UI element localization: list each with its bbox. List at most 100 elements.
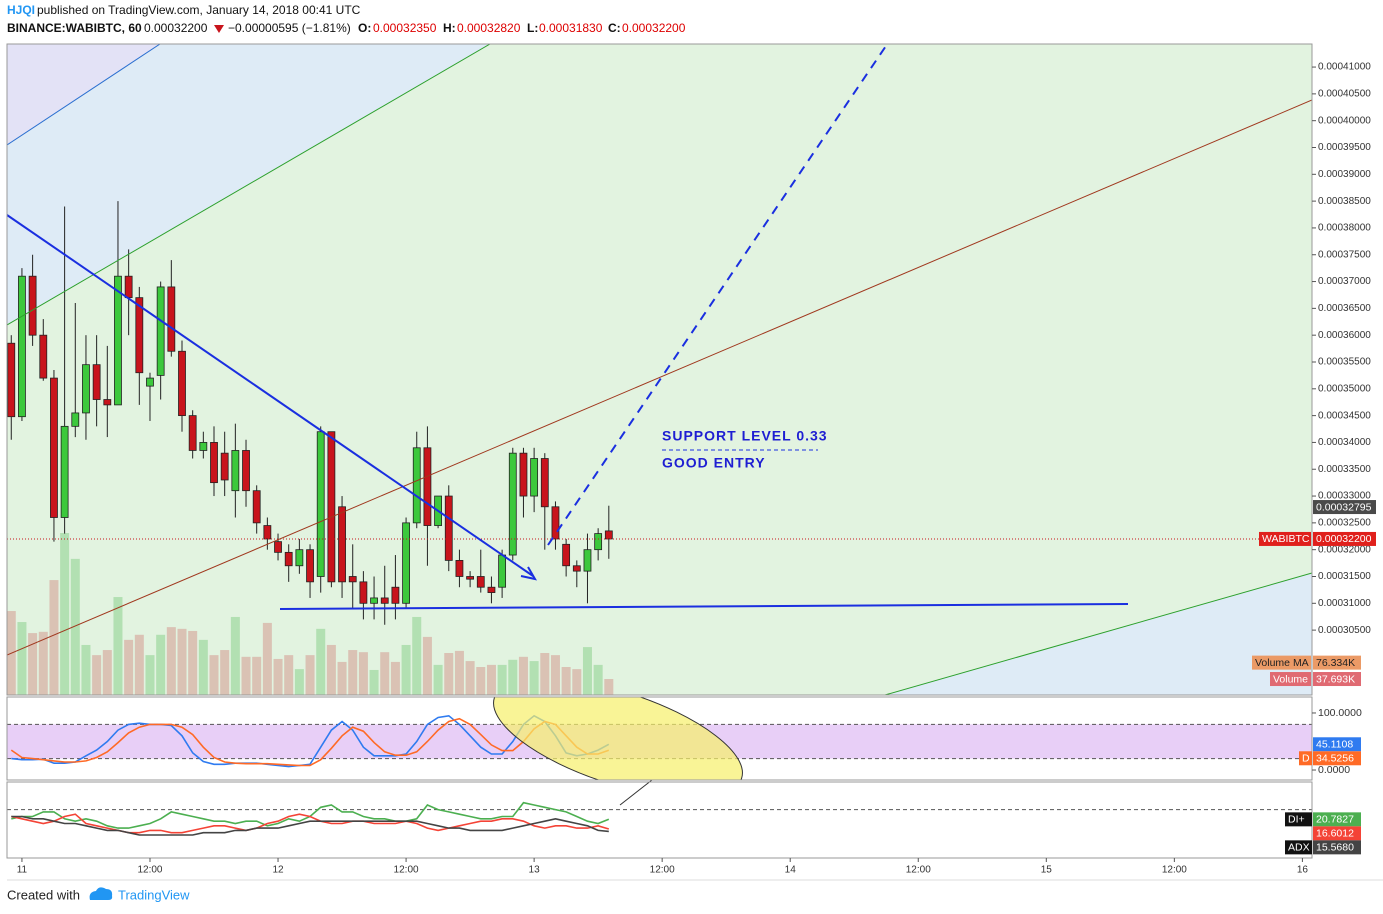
- pane-border: [6, 781, 1313, 859]
- x-tick-label: 14: [785, 865, 797, 876]
- arrow-head: [520, 566, 538, 581]
- candle-body: [327, 431, 336, 583]
- candle-body: [402, 522, 410, 604]
- candle-body: [178, 350, 186, 417]
- y-tick-label: 0.00037000: [1318, 276, 1371, 287]
- candle-body: [28, 275, 37, 336]
- candle-body: [252, 490, 261, 524]
- callout-line: [619, 779, 653, 806]
- candle-body: [551, 506, 560, 540]
- projection-line: [547, 44, 889, 546]
- volume-bar: [70, 558, 80, 695]
- volume-bar: [113, 597, 123, 695]
- volume-bar: [209, 655, 219, 695]
- stoch-highlight: [493, 697, 743, 780]
- volume-bar: [316, 628, 326, 695]
- value-tag: [1313, 737, 1361, 752]
- x-tick-label: 12:00: [394, 865, 419, 876]
- candle-body: [156, 286, 165, 376]
- candle-body: [444, 495, 453, 561]
- published: published on TradingView.com, January 14…: [37, 3, 361, 17]
- volume-bar: [305, 655, 315, 695]
- candle-body: [167, 286, 176, 352]
- candle-body: [466, 576, 474, 580]
- candle-body: [295, 549, 304, 567]
- candle-body: [114, 275, 122, 406]
- series-name-box: [1285, 812, 1312, 827]
- pitchfork-line: [7, 44, 491, 326]
- y-tick-label: 0.00031500: [1318, 571, 1371, 582]
- candle-body: [284, 551, 293, 567]
- volume-bar: [465, 661, 475, 695]
- candle-body: [391, 586, 400, 604]
- volume-bar: [17, 622, 27, 695]
- y-tick-label: 0.00030500: [1318, 625, 1371, 636]
- volume-bar: [262, 622, 272, 695]
- pitchfork-line: [7, 44, 161, 146]
- volume-bar: [412, 616, 422, 695]
- candle-body: [572, 565, 581, 572]
- y-tick-label: 0.00038000: [1318, 223, 1371, 234]
- pitchfork-line: [884, 572, 1312, 695]
- high-value: 0.00032820: [457, 21, 521, 35]
- x-tick-label: 12: [272, 865, 284, 876]
- value-tag: [1313, 840, 1361, 855]
- candle-body: [348, 576, 357, 583]
- candle-body: [476, 576, 485, 588]
- y-tick-label: 0.00034000: [1318, 437, 1371, 448]
- volume-bar: [369, 669, 379, 695]
- support-line: [279, 603, 1129, 610]
- volume-bar: [380, 652, 390, 695]
- value-tag-label: 20.7827: [1316, 814, 1354, 826]
- annotation: GOOD ENTRY: [662, 455, 766, 471]
- open-label: O:: [358, 21, 371, 35]
- y-tick-label: 0.00033000: [1318, 491, 1371, 502]
- volume-bar: [166, 627, 176, 695]
- volume-bar: [348, 650, 358, 695]
- value-tag-label: 16.6012: [1316, 828, 1354, 840]
- indicator-line: [11, 813, 610, 834]
- indicator-line: [11, 815, 609, 836]
- close-label: C:: [608, 21, 621, 35]
- y-tick-label: 0.00040500: [1318, 89, 1371, 100]
- candle-body: [124, 275, 133, 299]
- candle-body: [423, 447, 432, 526]
- x-tick-label: 12:00: [137, 865, 162, 876]
- value-tag-label: 15.5680: [1316, 842, 1354, 854]
- value-tag-label: Volume MA: [1255, 657, 1309, 669]
- volume-bar: [518, 656, 528, 695]
- value-tag: [1313, 826, 1361, 841]
- volume-bar: [390, 661, 400, 695]
- volume-bar: [188, 630, 198, 695]
- volume-bar: [476, 667, 486, 695]
- indicator-line: [11, 714, 610, 768]
- value-tag: [1252, 655, 1311, 670]
- candle-body: [242, 450, 250, 492]
- volume-bar: [561, 667, 571, 695]
- volume-bar: [401, 644, 411, 695]
- volume-bar: [177, 628, 187, 695]
- x-tick-label: 11: [17, 865, 28, 876]
- value-tag-label: 45.1108: [1316, 739, 1353, 751]
- candle-body: [199, 442, 208, 451]
- candle-body: [594, 533, 603, 551]
- x-tick-label: 16: [1297, 865, 1309, 876]
- candle-body: [274, 541, 282, 553]
- volume-bar: [497, 664, 507, 695]
- axes: 11 12:00 12 12:00 13 12:00 14 12:00 15 12:00 16 0.0…: [17, 62, 1376, 876]
- x-tick-label: 12:00: [906, 865, 931, 876]
- annotation: SUPPORT LEVEL 0.33: [662, 428, 828, 444]
- candle-body: [71, 412, 80, 427]
- y-tick-label: 0.00032500: [1318, 518, 1371, 529]
- volume-bar: [156, 634, 166, 695]
- created-with: Created with: [7, 887, 80, 902]
- y-tick-label: 100.0000: [1318, 707, 1362, 719]
- value-tag-label: 76.334K: [1316, 657, 1355, 669]
- volume-bar: [60, 533, 70, 695]
- candle-body: [18, 275, 26, 418]
- y-tick-label: 0.00034500: [1318, 410, 1371, 421]
- value-tag: [1313, 672, 1361, 687]
- y-tick-label: 0.00041000: [1318, 62, 1371, 73]
- volume-bar: [294, 669, 304, 695]
- x-tick-label: 12:00: [650, 865, 675, 876]
